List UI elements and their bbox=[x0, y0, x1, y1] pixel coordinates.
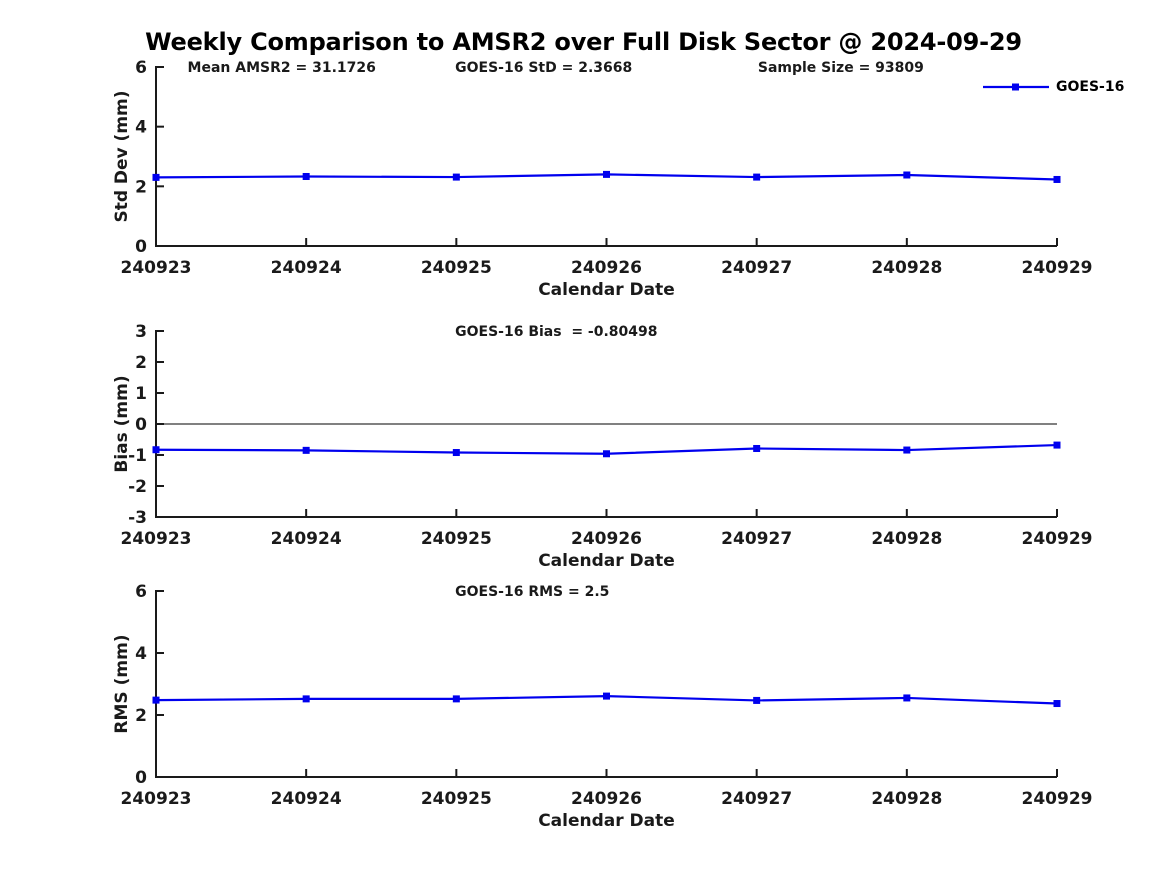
data-point-marker bbox=[903, 694, 911, 702]
y-tick-label: -1 bbox=[128, 446, 147, 466]
y-tick-label: 1 bbox=[135, 384, 147, 404]
x-tick-label: 240923 bbox=[121, 789, 192, 809]
x-tick-label: 240925 bbox=[421, 258, 492, 278]
x-axis-label: Calendar Date bbox=[538, 551, 675, 571]
legend-line-sample bbox=[983, 83, 1049, 91]
legend: GOES-16 bbox=[982, 79, 1124, 95]
x-tick-label: 240927 bbox=[721, 789, 792, 809]
data-point-marker bbox=[753, 173, 761, 181]
data-point-marker bbox=[753, 696, 761, 704]
data-point-marker bbox=[1053, 700, 1061, 708]
x-tick-label: 240927 bbox=[721, 258, 792, 278]
annotation: GOES-16 StD = 2.3668 bbox=[455, 60, 632, 76]
y-axis-label: Bias (mm) bbox=[112, 375, 132, 472]
annotation: GOES-16 Bias = -0.80498 bbox=[455, 324, 657, 340]
data-point-marker bbox=[452, 695, 460, 703]
data-point-marker bbox=[903, 171, 911, 179]
figure-title: Weekly Comparison to AMSR2 over Full Dis… bbox=[145, 28, 1022, 56]
data-point-marker bbox=[452, 449, 460, 457]
x-tick-label: 240923 bbox=[121, 258, 192, 278]
data-point-marker bbox=[302, 446, 310, 454]
x-tick-label: 240929 bbox=[1022, 529, 1093, 549]
x-tick-label: 240924 bbox=[271, 789, 342, 809]
y-tick-label: 0 bbox=[135, 768, 147, 788]
x-tick-label: 240926 bbox=[571, 529, 642, 549]
x-tick-label: 240923 bbox=[121, 529, 192, 549]
x-tick-label: 240929 bbox=[1022, 789, 1093, 809]
y-tick-label: 2 bbox=[135, 353, 147, 373]
y-tick-label: 2 bbox=[135, 177, 147, 197]
annotation: Sample Size = 93809 bbox=[758, 60, 924, 76]
x-tick-label: 240928 bbox=[871, 258, 942, 278]
data-point-marker bbox=[903, 446, 911, 454]
y-tick-label: 2 bbox=[135, 706, 147, 726]
x-tick-label: 240928 bbox=[871, 789, 942, 809]
data-point-marker bbox=[603, 450, 610, 458]
x-tick-label: 240929 bbox=[1022, 258, 1093, 278]
y-axis-label: RMS (mm) bbox=[112, 634, 132, 733]
x-tick-label: 240928 bbox=[871, 529, 942, 549]
data-point-marker bbox=[753, 444, 761, 452]
data-point-marker bbox=[302, 172, 310, 180]
data-point-marker bbox=[603, 692, 610, 700]
y-tick-label: 0 bbox=[135, 415, 147, 435]
x-tick-label: 240926 bbox=[571, 258, 642, 278]
data-point-marker bbox=[1053, 441, 1061, 449]
y-axis-label: Std Dev (mm) bbox=[112, 90, 132, 222]
legend-label: GOES-16 bbox=[1056, 79, 1125, 95]
y-tick-label: 6 bbox=[135, 58, 147, 78]
data-point-marker bbox=[1053, 175, 1061, 183]
x-tick-label: 240924 bbox=[271, 258, 342, 278]
y-tick-label: 0 bbox=[135, 237, 147, 257]
y-tick-label: 3 bbox=[135, 322, 147, 342]
y-tick-label: 6 bbox=[135, 582, 147, 602]
x-axis-label: Calendar Date bbox=[538, 280, 675, 300]
bias-plot: -3 -2 -1 0 1 2 3 240923 240924 240925 240926 240927… bbox=[112, 322, 1092, 571]
y-tick-label: -2 bbox=[128, 477, 147, 497]
data-point-marker bbox=[152, 446, 160, 454]
data-point-marker bbox=[152, 696, 160, 704]
x-tick-label: 240925 bbox=[421, 529, 492, 549]
x-axis-label: Calendar Date bbox=[538, 811, 675, 831]
y-tick-label: 4 bbox=[135, 118, 147, 138]
y-tick-label: 4 bbox=[135, 644, 147, 664]
data-point-marker bbox=[603, 170, 610, 178]
x-tick-label: 240925 bbox=[421, 789, 492, 809]
x-tick-label: 240927 bbox=[721, 529, 792, 549]
annotation: Mean AMSR2 = 31.1726 bbox=[188, 60, 376, 76]
x-tick-label: 240926 bbox=[571, 789, 642, 809]
legend-marker-icon bbox=[1012, 83, 1019, 91]
annotation: GOES-16 RMS = 2.5 bbox=[455, 584, 609, 600]
y-tick-label: -3 bbox=[128, 508, 147, 528]
data-point-marker bbox=[152, 173, 160, 181]
data-point-marker bbox=[452, 173, 460, 181]
rms-plot: 0 2 4 6 240923 240924 240925 240926 240927 240928… bbox=[112, 582, 1092, 831]
data-point-marker bbox=[302, 695, 310, 703]
x-tick-label: 240924 bbox=[271, 529, 342, 549]
stddev-plot: 0 2 4 6 240923 240924 240925 240926 240927 240928… bbox=[112, 58, 1092, 300]
